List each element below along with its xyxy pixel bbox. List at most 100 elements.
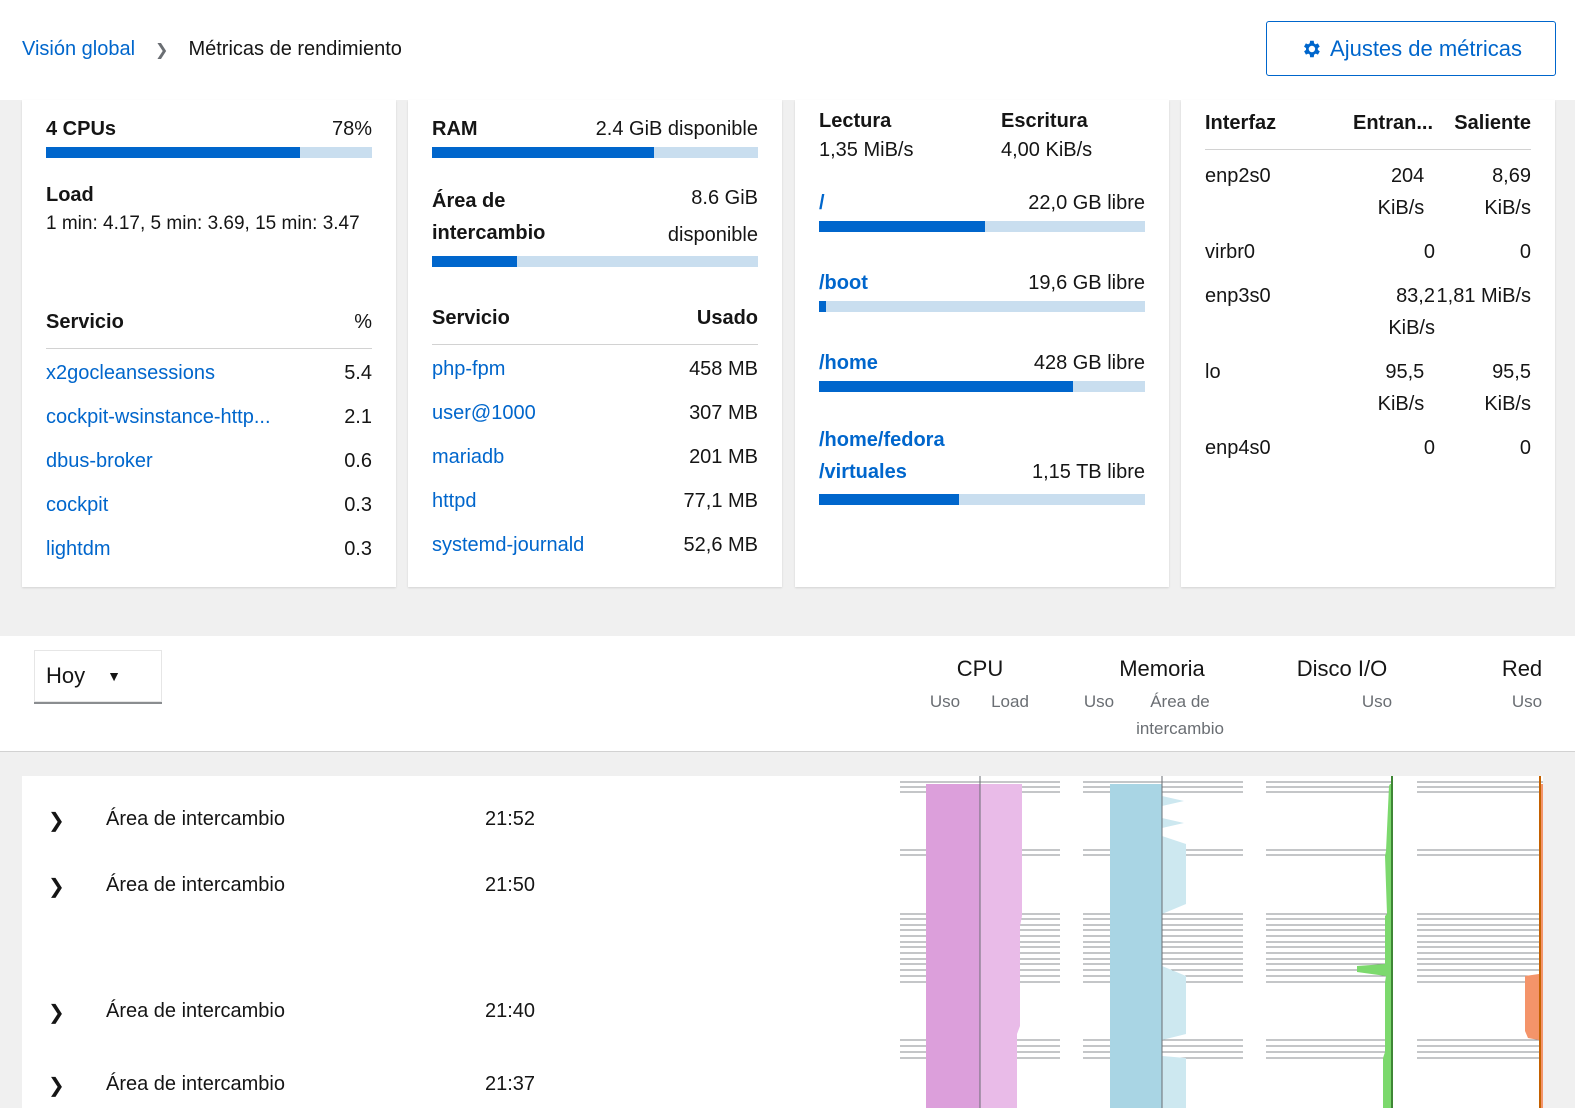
mount-usage-bar — [819, 494, 1145, 505]
network-graph — [1525, 776, 1543, 1108]
metrics-settings-button[interactable]: Ajustes de métricas — [1266, 21, 1556, 76]
table-row: user@1000 307 MB — [432, 391, 758, 435]
service-link[interactable]: user@1000 — [432, 401, 536, 424]
event-name: Área de intercambio — [106, 808, 285, 830]
mount-free: 22,0 GB libre — [1028, 192, 1145, 214]
column-header-out: Saliente — [1454, 112, 1531, 134]
interface-in: 95,5 KiB/s — [1377, 361, 1425, 415]
mount-link-home[interactable]: /home — [819, 352, 878, 374]
service-cpu-value: 0.6 — [344, 449, 372, 472]
graph-toolbar: Hoy ▼ CPU Uso Load Memoria Uso Área de i… — [0, 636, 1575, 752]
service-link[interactable]: cockpit — [46, 493, 109, 516]
ram-available: 2.4 GiB disponible — [595, 118, 758, 140]
interface-name: enp2s0 — [1205, 165, 1271, 187]
cpu-card: 4 CPUs 78% Load 1 min: 4.17, 5 min: 3.69… — [22, 100, 396, 587]
metrics-settings-label: Ajustes de métricas — [1330, 35, 1522, 61]
disk-card: Lectura 1,35 MiB/s Escritura 4,00 KiB/s … — [795, 100, 1169, 587]
service-memory-value: 201 MB — [689, 445, 758, 468]
cpu-graph — [926, 776, 1022, 1108]
ram-usage-bar — [432, 147, 758, 158]
network-usage-subheader: Uso — [1511, 692, 1543, 711]
event-time: 21:50 — [485, 874, 536, 896]
mount-free: 428 GB libre — [1033, 352, 1145, 374]
cpu-load-subheader: Load — [991, 692, 1029, 711]
mount-link-boot[interactable]: /boot — [819, 272, 868, 294]
service-cpu-value: 0.3 — [344, 493, 372, 516]
mount-item: /home 428 GB libre — [819, 352, 1145, 392]
disk-graph — [1357, 776, 1393, 1108]
memory-usage-subheader: Uso — [1083, 692, 1115, 711]
chevron-right-icon[interactable]: ❯ — [48, 1075, 65, 1097]
service-memory-value: 307 MB — [689, 401, 758, 424]
cpu-graph-header: CPU — [956, 656, 1004, 681]
cpu-table-header: Servicio % — [46, 311, 372, 349]
interface-out: 95,5 KiB/s — [1484, 361, 1531, 415]
service-link[interactable]: x2gocleansessions — [46, 361, 215, 384]
breadcrumb-overview-link[interactable]: Visión global — [22, 38, 136, 60]
memory-graph-header: Memoria — [1119, 656, 1205, 681]
graph-gridlines — [900, 781, 1543, 1059]
interface-out: 8,69 KiB/s — [1484, 165, 1531, 219]
service-link[interactable]: lightdm — [46, 537, 111, 560]
chevron-right-icon: ❯ — [155, 41, 169, 59]
interface-out: 0 — [1519, 437, 1531, 459]
service-cpu-value: 5.4 — [344, 361, 372, 384]
load-value: 1 min: 4.17, 5 min: 3.69, 15 min: 3.47 — [46, 213, 360, 234]
service-link[interactable]: dbus-broker — [46, 449, 153, 472]
network-usage-area — [1525, 784, 1543, 1108]
service-link[interactable]: httpd — [432, 489, 477, 512]
interface-name: lo — [1205, 361, 1221, 383]
service-link[interactable]: cockpit-wsinstance-http... — [46, 405, 271, 428]
service-memory-value: 77,1 MB — [683, 489, 758, 512]
service-memory-value: 458 MB — [689, 357, 758, 380]
load-label: Load — [46, 184, 94, 206]
table-row: php-fpm 458 MB — [432, 347, 758, 391]
period-select[interactable]: Hoy ▼ — [34, 650, 162, 704]
memory-swap-area — [1162, 796, 1186, 1108]
read-value: 1,35 MiB/s — [819, 139, 914, 161]
disk-graph-header: Disco I/O — [1296, 656, 1388, 681]
table-row: cockpit-wsinstance-http... 2.1 — [46, 395, 372, 439]
service-link[interactable]: systemd-journald — [432, 533, 585, 556]
memory-swap-subheader: Área de intercambio — [1136, 692, 1224, 738]
mount-usage-bar — [819, 221, 1145, 232]
column-header-used: Usado — [696, 307, 758, 329]
mount-free: 19,6 GB libre — [1028, 272, 1145, 294]
network-graph-header: Red — [1501, 656, 1543, 681]
cpu-usage: 78% — [331, 118, 372, 140]
table-row: enp2s0 204 KiB/s 8,69 KiB/s — [1205, 160, 1531, 224]
network-table-header: Interfaz Entran... Saliente — [1205, 112, 1531, 150]
mount-usage-bar — [819, 381, 1145, 392]
memory-card: RAM 2.4 GiB disponible Área de intercamb… — [408, 100, 782, 587]
service-link[interactable]: mariadb — [432, 445, 505, 468]
disk-usage-subheader: Uso — [1361, 692, 1393, 711]
interface-name: virbr0 — [1205, 241, 1256, 263]
network-card: Interfaz Entran... Saliente enp2s0 204 K… — [1181, 100, 1555, 587]
column-header-service: Servicio — [432, 307, 510, 329]
breadcrumb: Visión global ❯ Métricas de rendimiento — [22, 38, 402, 61]
mount-link-home-fedora[interactable]: /home/fedora /virtuales — [819, 429, 945, 483]
table-row: virbr0 0 0 — [1205, 236, 1531, 268]
event-name: Área de intercambio — [106, 1000, 285, 1022]
event-time: 21:40 — [485, 1000, 536, 1022]
page-header: Visión global ❯ Métricas de rendimiento … — [0, 0, 1575, 100]
table-row: dbus-broker 0.6 — [46, 439, 372, 483]
write-label: Escritura — [1001, 110, 1088, 132]
write-value: 4,00 KiB/s — [1001, 139, 1093, 161]
mount-item: /boot 19,6 GB libre — [819, 272, 1145, 312]
memory-graph — [1110, 776, 1186, 1108]
cpu-usage-bar — [46, 147, 372, 158]
chevron-right-icon[interactable]: ❯ — [48, 876, 65, 898]
swap-label: Área de intercambio — [432, 190, 546, 244]
interface-out: 1,81 MiB/s — [1436, 285, 1531, 307]
table-row: mariadb 201 MB — [432, 435, 758, 479]
service-link[interactable]: php-fpm — [432, 357, 506, 380]
chevron-right-icon[interactable]: ❯ — [48, 1002, 65, 1024]
cpu-usage-area — [926, 784, 980, 1108]
period-selected: Hoy — [46, 663, 86, 688]
table-row: enp4s0 0 0 — [1205, 432, 1531, 464]
mount-link-root[interactable]: / — [819, 192, 825, 214]
mount-free: 1,15 TB libre — [1031, 461, 1145, 483]
chevron-right-icon[interactable]: ❯ — [48, 810, 65, 832]
service-memory-value: 52,6 MB — [683, 533, 758, 556]
